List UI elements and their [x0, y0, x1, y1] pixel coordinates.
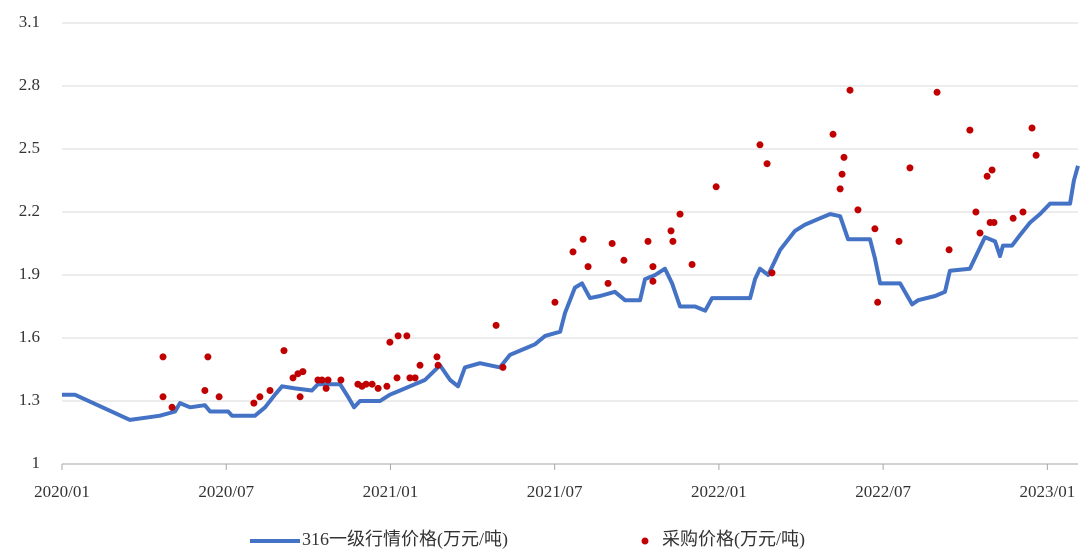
scatter-point	[299, 368, 307, 376]
scatter-point	[763, 160, 771, 168]
legend-label: 316一级行情价格(万元/吨)	[302, 529, 508, 550]
scatter-point	[983, 172, 991, 180]
x-tick-label: 2022/01	[691, 482, 747, 501]
scatter-point	[256, 393, 264, 401]
scatter-point	[215, 393, 223, 401]
legend-dot	[641, 537, 649, 545]
x-tick-label: 2022/07	[855, 482, 911, 501]
scatter-point	[383, 382, 391, 390]
scatter-point	[676, 210, 684, 218]
scatter-point	[433, 353, 441, 361]
scatter-point	[895, 237, 903, 245]
scatter-point	[318, 376, 326, 384]
scatter-point	[492, 321, 500, 329]
scatter-point	[499, 363, 507, 371]
scatter-point	[324, 376, 332, 384]
scatter-point	[644, 237, 652, 245]
scatter-point	[649, 263, 657, 271]
y-tick-label: 1.6	[19, 327, 40, 346]
scatter-point	[976, 229, 984, 237]
scatter-point	[393, 374, 401, 382]
scatter-point	[374, 384, 382, 392]
scatter-point	[933, 88, 941, 96]
scatter-point	[322, 384, 330, 392]
scatter-point	[1009, 214, 1017, 222]
scatter-point	[362, 380, 370, 388]
scatter-point	[667, 227, 675, 235]
y-tick-label: 1	[32, 453, 41, 472]
scatter-point	[1019, 208, 1027, 216]
scatter-point	[712, 183, 720, 191]
price-line	[62, 165, 1080, 422]
scatter-point	[551, 298, 559, 306]
y-tick-label: 3.1	[19, 12, 40, 31]
scatter-point	[280, 347, 288, 355]
y-tick-label: 2.8	[19, 75, 40, 94]
scatter-point	[966, 126, 974, 134]
x-tick-label: 2023/01	[1019, 482, 1075, 501]
scatter-point	[906, 164, 914, 172]
scatter-point	[406, 374, 414, 382]
scatter-point	[368, 380, 376, 388]
x-tick-label: 2021/07	[527, 482, 583, 501]
scatter-point	[394, 332, 402, 340]
scatter-point	[159, 353, 167, 361]
scatter-point	[608, 240, 616, 247]
y-tick-label: 2.5	[19, 138, 40, 157]
scatter-point	[836, 185, 844, 193]
y-tick-label: 1.9	[19, 264, 40, 283]
scatter-point	[411, 374, 419, 382]
scatter-point	[829, 130, 837, 138]
y-tick-label: 1.3	[19, 390, 40, 409]
scatter-point	[1032, 151, 1040, 159]
scatter-point	[649, 277, 657, 285]
scatter-point	[604, 279, 612, 287]
scatter-point	[620, 256, 628, 264]
scatter-point	[840, 153, 848, 161]
legend-label: 采购价格(万元/吨)	[662, 529, 805, 550]
x-tick-label: 2021/01	[363, 482, 419, 501]
scatter-point	[579, 235, 587, 243]
scatter-point	[874, 298, 882, 306]
scatter-point	[168, 403, 176, 411]
scatter-point	[266, 387, 274, 394]
scatter-point	[838, 170, 846, 178]
scatter-point	[289, 374, 297, 382]
scatter-point	[386, 338, 394, 346]
scatter-point	[669, 237, 677, 245]
scatter-point	[159, 393, 167, 401]
scatter-point	[756, 141, 764, 149]
scatter-point	[416, 361, 424, 369]
scatter-point	[945, 246, 953, 254]
x-tick-label: 2020/07	[198, 482, 254, 501]
scatter-point	[569, 248, 577, 256]
x-tick-label: 2020/01	[34, 482, 90, 501]
scatter-point	[403, 332, 411, 340]
y-tick-label: 2.2	[19, 201, 40, 220]
scatter-point	[201, 387, 209, 394]
scatter-point	[688, 261, 696, 268]
scatter-point	[434, 361, 442, 369]
scatter-point	[204, 353, 212, 361]
scatter-point	[972, 208, 980, 216]
scatter-point	[854, 206, 862, 214]
scatter-point	[337, 376, 345, 384]
scatter-point	[250, 399, 258, 407]
scatter-point	[846, 86, 854, 94]
scatter-point	[584, 263, 592, 271]
scatter-point	[1028, 124, 1036, 132]
scatter-point	[990, 219, 998, 226]
scatter-point	[988, 166, 996, 174]
scatter-point	[871, 225, 879, 233]
scatter-point	[296, 393, 304, 401]
scatter-point	[768, 269, 776, 277]
